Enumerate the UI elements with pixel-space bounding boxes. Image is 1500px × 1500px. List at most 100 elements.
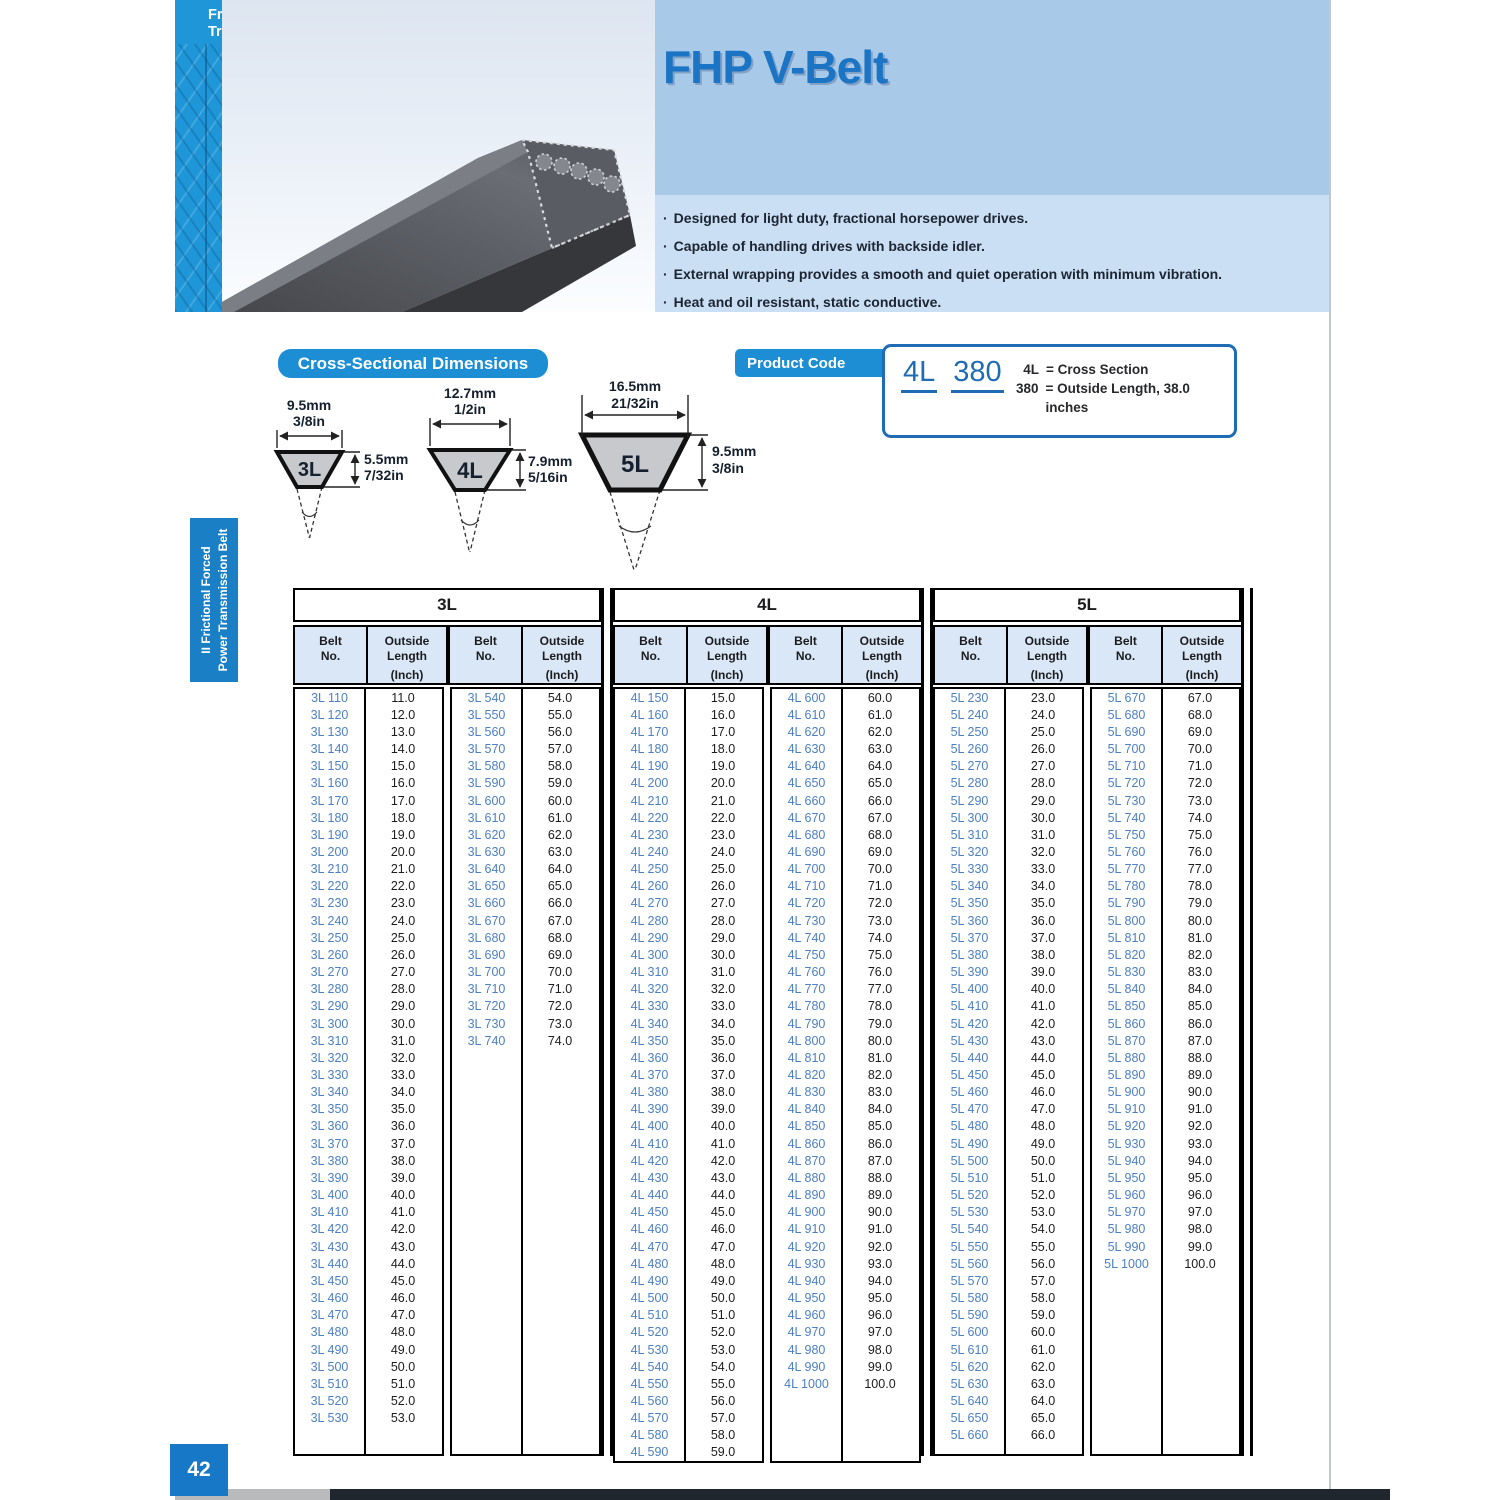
table-row: 3L 560 56.0 bbox=[452, 723, 599, 740]
outside-length-cell: 84.0 bbox=[1187, 982, 1213, 997]
outside-length-cell: 14.0 bbox=[390, 742, 416, 757]
belt-no-cell: 5L 450 bbox=[950, 1068, 989, 1083]
outside-length-cell: 86.0 bbox=[1187, 1016, 1213, 1031]
outside-length-cell: 71.0 bbox=[547, 982, 573, 997]
belt-list-column: 5L 670 67.0 5L 680 68.0 5L 690 69.0 bbox=[1090, 687, 1241, 1456]
outside-length-cell: 37.0 bbox=[390, 1136, 416, 1151]
table-row: 3L 150 15.0 bbox=[295, 758, 442, 775]
table-row: 3L 550 55.0 bbox=[452, 706, 599, 723]
outside-length-cell: 98.0 bbox=[867, 1342, 893, 1357]
table-row: 3L 230 23.0 bbox=[295, 895, 442, 912]
table-row: 5L 510 51.0 bbox=[935, 1169, 1082, 1186]
belt-no-cell: 5L 870 bbox=[1107, 1033, 1146, 1048]
belt-no-cell: 3L 290 bbox=[310, 999, 349, 1014]
table-row: 5L 560 56.0 bbox=[935, 1255, 1082, 1272]
belt-no-cell: 4L 960 bbox=[787, 1308, 826, 1323]
table-row: 5L 750 75.0 bbox=[1092, 826, 1239, 843]
table-row: 3L 300 30.0 bbox=[295, 1015, 442, 1032]
outside-length-cell: 18.0 bbox=[710, 742, 736, 757]
belt-no-cell: 4L 340 bbox=[630, 1016, 669, 1031]
belt-no-cell: 5L 250 bbox=[950, 724, 989, 739]
table-row: 5L 960 96.0 bbox=[1092, 1187, 1239, 1204]
table-row: 3L 310 31.0 bbox=[295, 1032, 442, 1049]
table-row: 5L 370 37.0 bbox=[935, 929, 1082, 946]
table-row: 4L 460 46.0 bbox=[615, 1221, 762, 1238]
table-row: 5L 590 59.0 bbox=[935, 1307, 1082, 1324]
belt-no-cell: 5L 350 bbox=[950, 896, 989, 911]
outside-length-cell: 48.0 bbox=[1030, 1119, 1056, 1134]
table-row: 5L 810 81.0 bbox=[1092, 929, 1239, 946]
belt-no-cell: 4L 850 bbox=[787, 1119, 826, 1134]
belt-no-cell: 3L 160 bbox=[310, 776, 349, 791]
outside-length-cell: 74.0 bbox=[547, 1033, 573, 1048]
outside-length-cell: 36.0 bbox=[1030, 913, 1056, 928]
outside-length-cell: 19.0 bbox=[390, 827, 416, 842]
belt-no-cell: 4L 160 bbox=[630, 707, 669, 722]
chapter-side-tab-label: II Frictional Forced Power Transmission … bbox=[190, 518, 238, 682]
table-row: 4L 730 73.0 bbox=[772, 912, 919, 929]
outside-length-cell: 32.0 bbox=[390, 1050, 416, 1065]
footer-dark-bar bbox=[330, 1489, 1390, 1500]
table-row: 4L 210 21.0 bbox=[615, 792, 762, 809]
product-code-legend: 4L = Cross Section 380 = Outside Length,… bbox=[1003, 360, 1234, 417]
table-row: 4L 760 76.0 bbox=[772, 964, 919, 981]
side-tab-line1: II Frictional Forced bbox=[199, 546, 213, 654]
outside-length-cell: 25.0 bbox=[390, 930, 416, 945]
table-row: 4L 340 34.0 bbox=[615, 1015, 762, 1032]
outside-length-cell: 28.0 bbox=[710, 913, 736, 928]
belt-no-cell: 4L 510 bbox=[630, 1308, 669, 1323]
belt-list-column: 4L 150 15.0 4L 160 16.0 4L 170 17.0 bbox=[613, 687, 764, 1464]
table-row: 4L 910 91.0 bbox=[772, 1221, 919, 1238]
table-row: 3L 480 48.0 bbox=[295, 1324, 442, 1341]
belt-no-cell: 4L 710 bbox=[787, 879, 826, 894]
belt-no-cell: 5L 700 bbox=[1107, 742, 1146, 757]
belt-no-cell: 4L 570 bbox=[630, 1411, 669, 1426]
outside-length-cell: 50.0 bbox=[710, 1291, 736, 1306]
belt-no-cell: 5L 560 bbox=[950, 1256, 989, 1271]
belt-no-cell: 5L 380 bbox=[950, 947, 989, 962]
belt-no-cell: 4L 690 bbox=[787, 844, 826, 859]
table-row: 5L 350 35.0 bbox=[935, 895, 1082, 912]
belt-no-cell: 3L 480 bbox=[310, 1325, 349, 1340]
outside-length-cell: 82.0 bbox=[867, 1068, 893, 1083]
belt-no-cell: 5L 790 bbox=[1107, 896, 1146, 911]
belt-no-cell: 3L 340 bbox=[310, 1085, 349, 1100]
belt-no-cell: 4L 310 bbox=[630, 965, 669, 980]
outside-length-cell: 41.0 bbox=[710, 1136, 736, 1151]
belt-no-cell: 4L 590 bbox=[630, 1445, 669, 1460]
belt-no-cell: 3L 180 bbox=[310, 810, 349, 825]
outside-length-cell: 27.0 bbox=[390, 965, 416, 980]
belt-no-cell: 5L 770 bbox=[1107, 862, 1146, 877]
table-row: 5L 260 26.0 bbox=[935, 740, 1082, 757]
belt-no-cell: 4L 230 bbox=[630, 827, 669, 842]
outside-length-cell: 22.0 bbox=[710, 810, 736, 825]
outside-length-cell: 20.0 bbox=[710, 776, 736, 791]
table-row: 5L 940 94.0 bbox=[1092, 1152, 1239, 1169]
outside-length-cell: 51.0 bbox=[390, 1376, 416, 1391]
outside-length-cell: 42.0 bbox=[710, 1153, 736, 1168]
outside-length-cell: 17.0 bbox=[390, 793, 416, 808]
outside-length-cell: 31.0 bbox=[1030, 827, 1056, 842]
outside-length-cell: 28.0 bbox=[1030, 776, 1056, 791]
table-section-3l: 3L Belt No. Outside Length (Inch) Belt No. bbox=[293, 588, 603, 1456]
belt-no-cell: 4L 390 bbox=[630, 1102, 669, 1117]
belt-no-cell: 5L 420 bbox=[950, 1016, 989, 1031]
v-belt-photo bbox=[222, 138, 636, 312]
belt-no-cell: 5L 940 bbox=[1107, 1153, 1146, 1168]
table-row: 5L 280 28.0 bbox=[935, 775, 1082, 792]
outside-length-cell: 66.0 bbox=[867, 793, 893, 808]
belt-no-cell: 3L 250 bbox=[310, 930, 349, 945]
table-row: 4L 970 97.0 bbox=[772, 1324, 919, 1341]
table-row: 3L 720 72.0 bbox=[452, 998, 599, 1015]
belt-no-cell: 4L 240 bbox=[630, 844, 669, 859]
outside-length-cell: 45.0 bbox=[1030, 1068, 1056, 1083]
table-row: 4L 230 23.0 bbox=[615, 826, 762, 843]
outside-length-cell: 83.0 bbox=[1187, 965, 1213, 980]
belt-no-cell: 5L 720 bbox=[1107, 776, 1146, 791]
outside-length-cell: 73.0 bbox=[1187, 793, 1213, 808]
side-tab-line2: Power Transmission Belt bbox=[215, 528, 230, 672]
section-title: 5L bbox=[933, 588, 1241, 622]
table-row: 5L 230 23.0 bbox=[935, 689, 1082, 706]
belt-no-cell: 5L 660 bbox=[950, 1428, 989, 1443]
outside-length-cell: 67.0 bbox=[867, 810, 893, 825]
